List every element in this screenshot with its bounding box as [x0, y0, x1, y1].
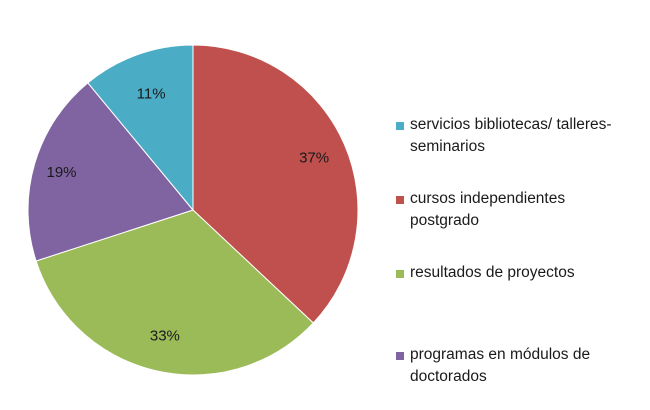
legend-label: resultados de proyectos [410, 264, 575, 281]
slice-data-label: 19% [46, 164, 76, 181]
pie-slice [35, 209, 314, 376]
legend-item: resultados de proyectos [396, 262, 646, 284]
slice-data-label: 37% [299, 150, 329, 167]
legend-item: servicios bibliotecas/ talleres- seminar… [396, 114, 646, 158]
legend-swatch [396, 352, 404, 360]
legend-swatch [396, 122, 404, 130]
legend-swatch [396, 196, 404, 204]
slice-data-label: 11% [137, 86, 166, 103]
pie-slice [27, 82, 194, 262]
legend-swatch [396, 270, 404, 278]
legend-item: cursos independientes postgrado [396, 188, 646, 232]
legend-label: programas en módulos de doctorados [410, 346, 591, 385]
pie-slices [27, 44, 359, 376]
pie-slice [87, 44, 194, 212]
legend-label: cursos independientes postgrado [410, 190, 566, 229]
pie-slice [192, 44, 359, 324]
slice-data-label: 33% [150, 328, 180, 345]
legend-label: servicios bibliotecas/ talleres- seminar… [410, 116, 612, 155]
pie-slice-labels: 37% 33% 19% 11% [46, 86, 329, 345]
legend-item: programas en módulos de doctorados [396, 344, 646, 388]
